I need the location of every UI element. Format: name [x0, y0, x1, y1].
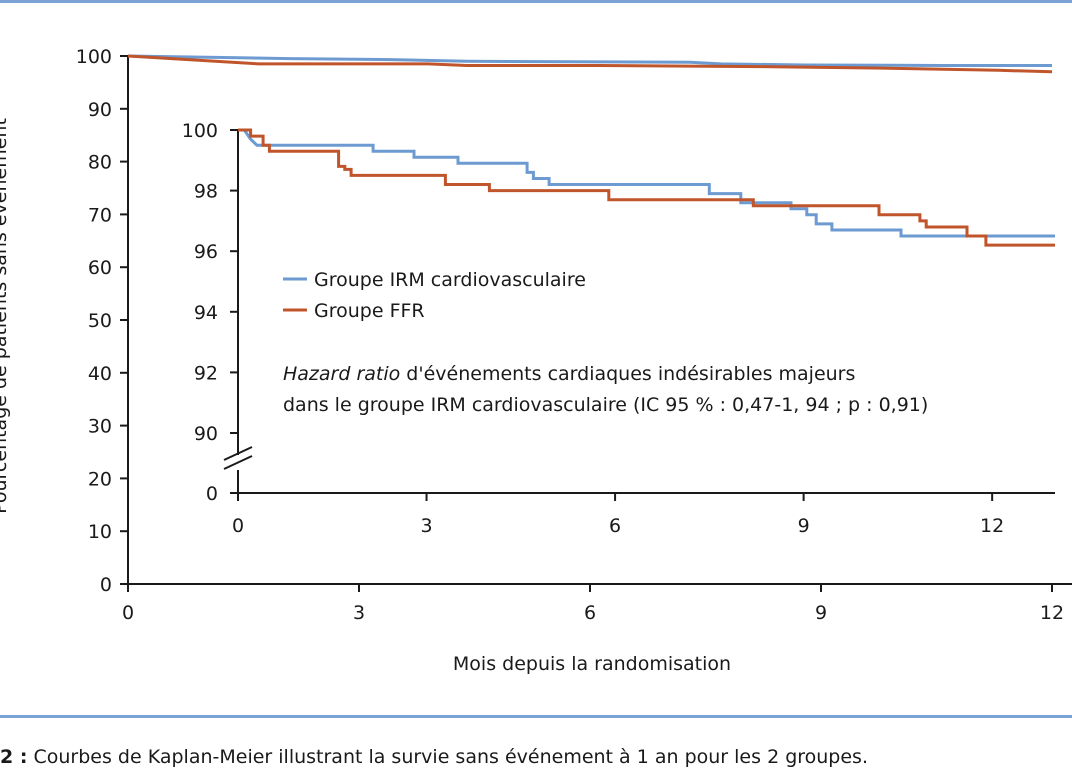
x-axis-label: Mois depuis la randomisation [453, 653, 731, 675]
main-y-tick-label: 80 [88, 152, 112, 174]
main-y-tick-label: 10 [88, 521, 112, 543]
hazard-ratio-term: Hazard ratio [283, 363, 400, 385]
main-x-tick-label: 0 [122, 602, 134, 624]
main-y-tick-label: 70 [88, 204, 112, 226]
bottom-rule [0, 715, 1072, 718]
figure-caption: 2 : Courbes de Kaplan-Meier illustrant l… [0, 746, 868, 768]
hazard-ratio-annotation-line1: Hazard ratio d'événements cardiaques ind… [283, 363, 855, 385]
inset-y-tick-label: 92 [194, 362, 218, 384]
main-y-tick-label: 0 [100, 574, 112, 596]
main-series-irm-line [127, 54, 1052, 67]
main-y-tick-label: 30 [88, 416, 112, 438]
caption-number: 2 : [0, 746, 28, 768]
caption-text: Courbes de Kaplan-Meier illustrant la su… [33, 746, 868, 768]
legend-label-ffr: Groupe FFR [314, 300, 425, 322]
inset-y-tick-label: 96 [194, 241, 218, 263]
top-rule [0, 0, 1072, 3]
hazard-ratio-annotation-line2: dans le groupe IRM cardiovasculaire (IC … [283, 394, 928, 416]
main-x-tick-label: 6 [584, 602, 596, 624]
kaplan-meier-chart: Pourcentage de patients sans événement M… [0, 46, 1072, 675]
inset-y-break-label: 0 [206, 483, 218, 505]
main-y-tick-label: 20 [88, 468, 112, 490]
inset-x-tick-label: 6 [609, 515, 621, 537]
inset-y-tick-label: 98 [194, 181, 218, 203]
inset-x-tick-label: 9 [798, 515, 810, 537]
inset-x-tick-label: 12 [980, 515, 1004, 537]
inset-y-tick-label: 90 [194, 423, 218, 445]
legend-label-irm: Groupe IRM cardiovasculaire [314, 269, 586, 291]
inset-background [170, 112, 1072, 540]
main-x-tick-label: 9 [815, 602, 827, 624]
inset-y-tick-label: 94 [194, 302, 218, 324]
main-x-tick-label: 3 [353, 602, 365, 624]
axis-break-mark [223, 455, 253, 470]
hazard-ratio-text: d'événements cardiaques indésirables maj… [400, 363, 855, 385]
main-x-tick-label: 12 [1040, 602, 1064, 624]
axis-break-mark [223, 446, 253, 461]
inset-series-irm-line [238, 128, 1055, 238]
inset-x-tick-label: 3 [420, 515, 432, 537]
inset-y-tick-label: 100 [182, 120, 218, 142]
main-y-tick-label: 90 [88, 99, 112, 121]
inset-x-tick-label: 0 [232, 515, 244, 537]
main-series-ffr-line [127, 54, 1053, 74]
y-axis-label: Pourcentage de patients sans événement [0, 118, 11, 514]
main-y-tick-label: 40 [88, 363, 112, 385]
inset-series-ffr-line [238, 128, 1055, 247]
main-y-tick-label: 50 [88, 310, 112, 332]
main-y-tick-label: 100 [76, 46, 112, 68]
main-y-tick-label: 60 [88, 257, 112, 279]
